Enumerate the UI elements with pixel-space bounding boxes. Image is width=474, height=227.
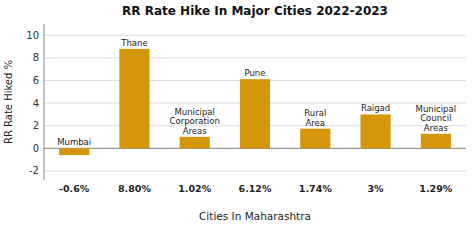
category-label-line: Pune [245, 68, 266, 78]
category-label-line: Municipal [416, 104, 456, 114]
y-axis-line [44, 24, 45, 180]
grid-line [44, 57, 466, 58]
data-label: 6.12% [239, 183, 272, 194]
category-label-line: Raigad [361, 103, 390, 113]
category-label: Thane [120, 38, 147, 48]
chart-svg: -20246810MumbaiThaneMunicipalCorporation… [0, 0, 474, 227]
category-label-line: Thane [120, 38, 147, 48]
y-tick-label: 2 [33, 120, 39, 131]
y-tick-label: 8 [33, 52, 39, 63]
category-label-line: Rural [304, 108, 326, 118]
chart-container: -20246810MumbaiThaneMunicipalCorporation… [0, 0, 474, 227]
data-label: 1.74% [299, 183, 332, 194]
bar [180, 137, 210, 149]
y-tick-label: 10 [26, 30, 39, 41]
category-label-line: Mumbai [57, 137, 91, 147]
category-label: Raigad [361, 103, 390, 113]
category-label-line: Municipal [174, 107, 214, 117]
bar [59, 148, 89, 155]
bars [59, 49, 451, 155]
category-label-line: Corporation [170, 116, 220, 126]
data-label: 1.02% [178, 183, 211, 194]
y-tick-label: 4 [33, 98, 39, 109]
data-label: 3% [368, 183, 385, 194]
bar [119, 49, 149, 148]
data-label: 1.29% [419, 183, 452, 194]
category-label-line: Areas [424, 123, 449, 133]
y-tick-label: 6 [33, 75, 39, 86]
y-axis-label: RR Rate Hiked % [3, 60, 14, 144]
bar [240, 79, 270, 148]
data-label: -0.6% [59, 183, 90, 194]
title: RR Rate Hike In Major Cities 2022-2023 [122, 4, 388, 18]
category-label: RuralArea [304, 108, 326, 128]
category-label-line: Area [306, 118, 326, 128]
x-axis-label: Cities In Maharashtra [199, 210, 311, 222]
bar [361, 114, 391, 148]
category-label: Mumbai [57, 137, 91, 147]
category-label: MunicipalCouncilAreas [416, 104, 456, 133]
category-label-line: Council [420, 113, 451, 123]
grid-line [44, 35, 466, 36]
data-label: 8.80% [118, 183, 151, 194]
bar [300, 129, 330, 149]
bar [421, 134, 451, 149]
y-tick-label: -2 [29, 165, 39, 176]
category-label-line: Areas [183, 126, 208, 136]
y-tick-label: 0 [33, 143, 39, 154]
category-label: Pune [245, 68, 266, 78]
category-label: MunicipalCorporationAreas [170, 107, 220, 136]
grid-line [44, 170, 466, 171]
